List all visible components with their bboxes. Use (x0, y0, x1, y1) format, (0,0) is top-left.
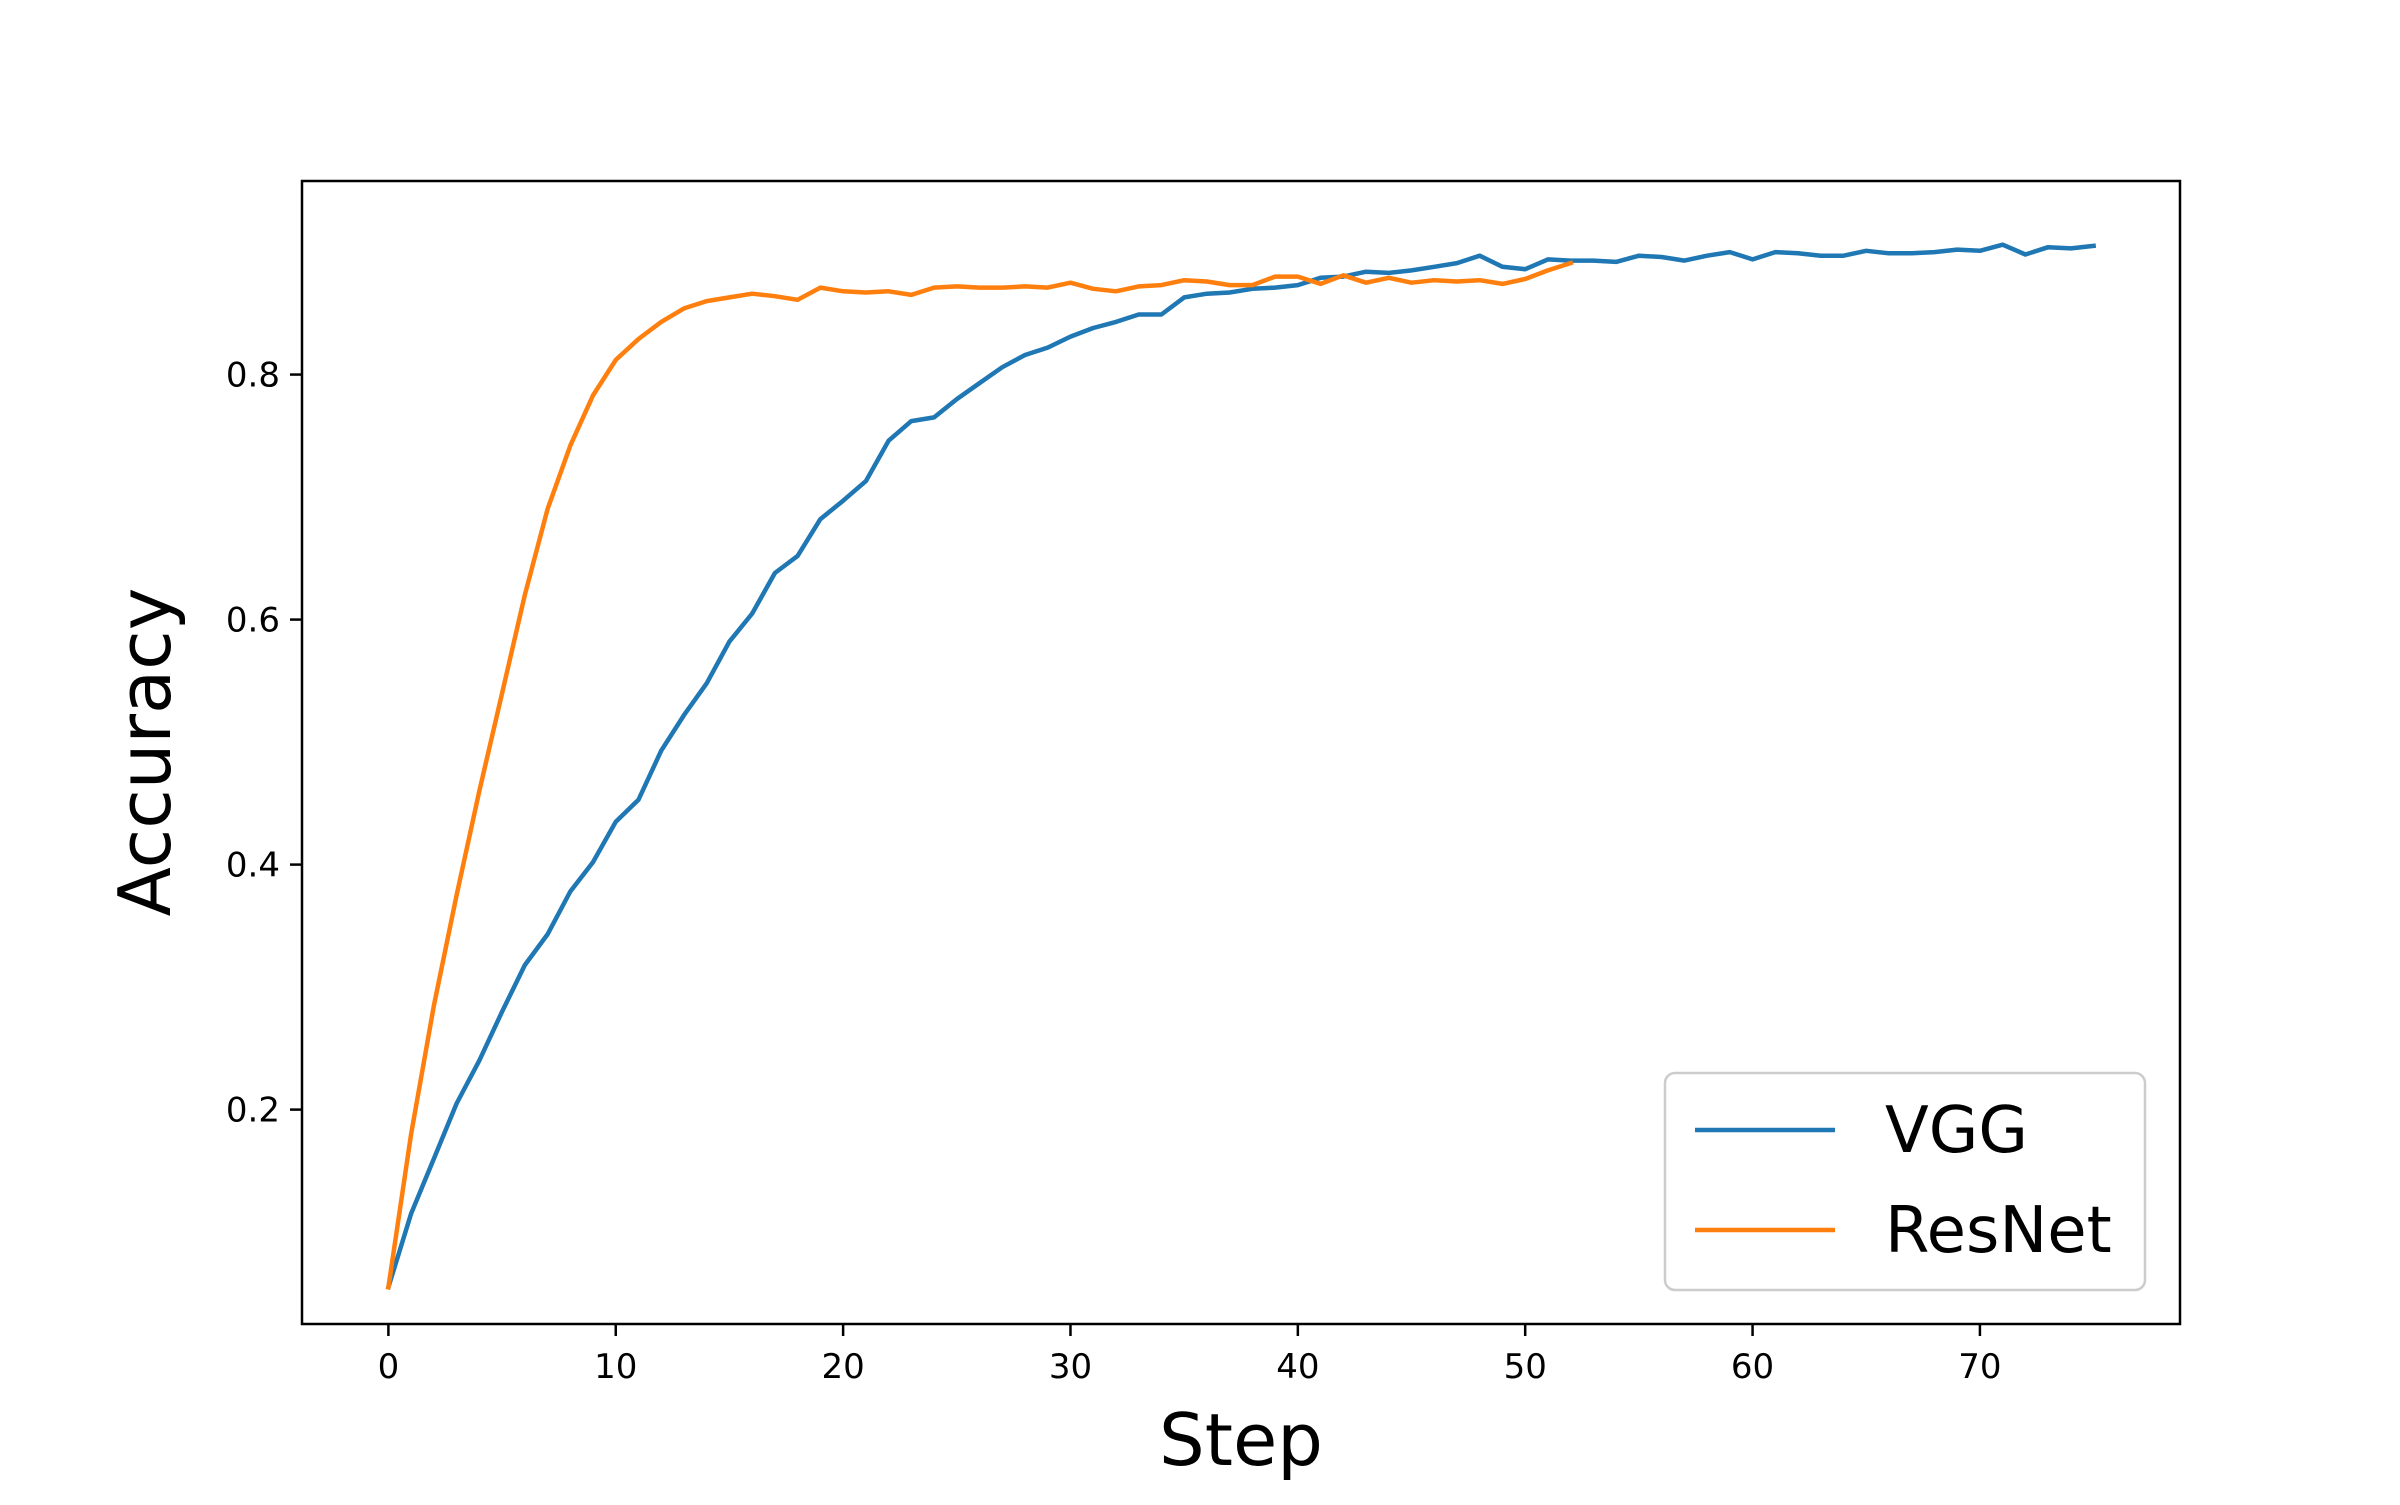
x-tick-label: 20 (821, 1347, 864, 1387)
plot-frame (300, 179, 2182, 1326)
legend-label-vgg: VGG (1885, 1094, 2028, 1168)
x-tick-label: 10 (594, 1347, 637, 1387)
legend-box (1663, 1071, 2147, 1292)
series-layer (385, 242, 2097, 1291)
y-tick-label: 0.6 (226, 601, 280, 641)
series-line-vgg (385, 242, 2097, 1291)
x-tick-label: 60 (1731, 1347, 1774, 1387)
y-tick-label: 0.4 (226, 846, 280, 886)
series-line-resnet (385, 260, 1574, 1290)
legend: VGG ResNet (1663, 1071, 2147, 1292)
x-tick-label: 70 (1958, 1347, 2001, 1387)
legend-label-resnet: ResNet (1885, 1194, 2112, 1268)
y-tick-label: 0.8 (226, 356, 280, 396)
y-axis-title: Accuracy (103, 588, 187, 917)
x-tick-label: 0 (378, 1347, 400, 1387)
legend-items: VGG ResNet (1695, 1094, 2112, 1268)
x-axis-title: Step (1159, 1398, 1323, 1482)
y-axis: 0.2 0.4 0.6 0.8 (226, 356, 302, 1131)
x-tick-label: 30 (1049, 1347, 1092, 1387)
y-tick-label: 0.2 (226, 1091, 280, 1131)
x-tick-label: 50 (1504, 1347, 1547, 1387)
x-tick-label: 40 (1276, 1347, 1319, 1387)
x-axis: 0 10 20 30 40 50 60 70 (378, 1324, 2002, 1387)
